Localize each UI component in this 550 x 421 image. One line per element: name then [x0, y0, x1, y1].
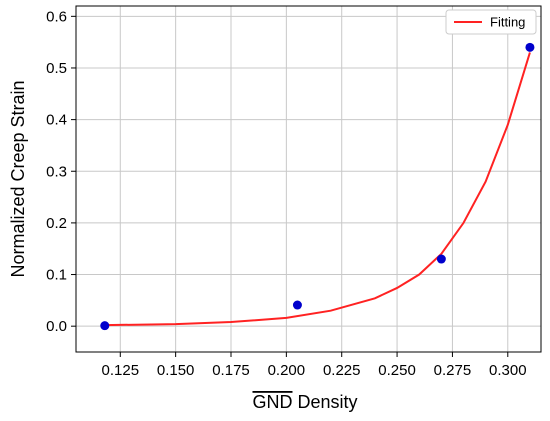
plot-area: [75, 5, 542, 353]
legend-box: [445, 9, 537, 35]
x-tick-label: 0.150: [157, 362, 195, 379]
y-tick-label: 0.3: [46, 163, 67, 180]
x-tick-label: 0.275: [434, 362, 472, 379]
y-tick-label: 0.1: [46, 267, 67, 284]
fitting-curve: [104, 52, 531, 327]
y-tick-labels: 0.0 0.1 0.2 0.3 0.4 0.5 0.6: [46, 8, 67, 335]
series-layer: [100, 42, 535, 331]
x-tick-labels: 0.125 0.150 0.175 0.200 0.225 0.250 0.275 0.300: [102, 362, 527, 379]
x-axis-label-overline-part: GND: [252, 392, 292, 412]
x-tick-label: 0.175: [212, 362, 250, 379]
data-point: [292, 300, 302, 310]
y-tick-label: 0.0: [46, 318, 67, 335]
y-tick-label: 0.6: [46, 8, 67, 25]
data-point: [436, 254, 446, 264]
x-tick-label: 0.300: [489, 362, 527, 379]
x-tick-label: 0.200: [268, 362, 306, 379]
x-axis-label-rest: Density: [292, 392, 357, 412]
x-axis-label: GND Density: [252, 392, 357, 412]
y-tick-label: 0.5: [46, 60, 67, 77]
axis-ticks: [71, 15, 509, 357]
y-axis-label: Normalized Creep Strain: [8, 80, 28, 277]
y-tick-label: 0.4: [46, 112, 67, 129]
data-point: [525, 42, 535, 52]
x-tick-label: 0.250: [378, 362, 416, 379]
y-tick-label: 0.2: [46, 215, 67, 232]
x-tick-label: 0.225: [323, 362, 361, 379]
data-point: [100, 321, 110, 331]
legend-label-fitting: Fitting: [490, 15, 525, 30]
legend: Fitting: [445, 9, 537, 35]
x-tick-label: 0.125: [102, 362, 140, 379]
grid-lines: [76, 6, 541, 352]
